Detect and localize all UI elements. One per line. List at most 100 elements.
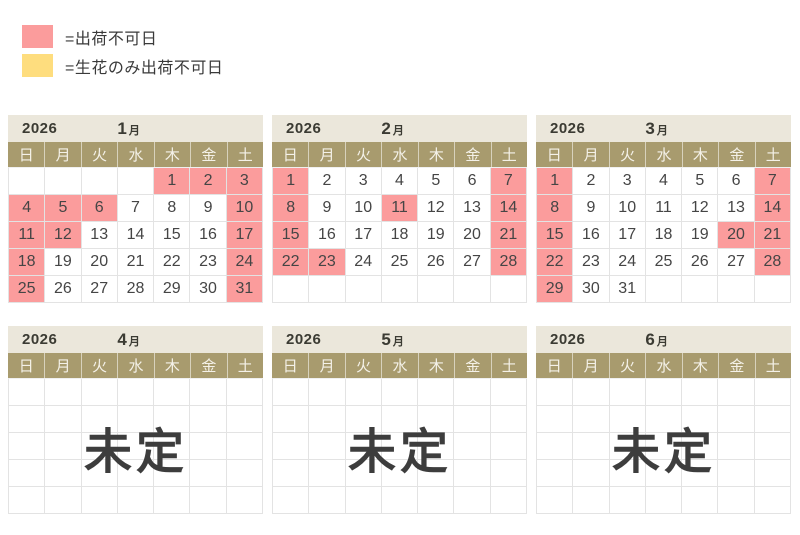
legend: =出荷不可日 =生花のみ出荷不可日 (22, 25, 223, 83)
day-cell-4: 4 (645, 168, 683, 195)
day-cell (190, 460, 227, 487)
calendar-month-6: 2026 6 月 日月火水木金土 未定 (536, 326, 791, 514)
weekday-header-cell: 木 (153, 142, 190, 167)
weekday-header-cell: 水 (117, 142, 153, 167)
calendar-year: 2026 (550, 331, 586, 348)
day-cell-3: 3 (226, 168, 263, 195)
day-cell (117, 460, 155, 487)
day-cell (718, 460, 755, 487)
day-cell (718, 276, 755, 303)
day-cell (381, 379, 419, 406)
day-cell-11: 11 (9, 222, 46, 249)
fresh-only-color-swatch (22, 54, 53, 77)
day-cell-24: 24 (226, 249, 263, 276)
weekday-header-cell: 月 (44, 142, 80, 167)
weekday-header-cell: 火 (80, 142, 117, 167)
day-cell (454, 460, 491, 487)
weekday-header-cell: 火 (80, 353, 117, 378)
day-cell (645, 487, 683, 514)
day-cell-9: 9 (309, 195, 346, 222)
calendar-year: 2026 (22, 331, 58, 348)
day-cell-12: 12 (45, 222, 82, 249)
calendar-month-1: 2026 1 月 日月火水木金土 1 2 3 4 5 6 7 8 9 10 11 12 13 14 15 16… (8, 115, 263, 303)
day-cell-15: 15 (537, 222, 574, 249)
day-cell (9, 406, 46, 433)
day-cell (273, 379, 310, 406)
day-cell (273, 276, 310, 303)
weekday-header-cell: 金 (454, 142, 490, 167)
day-cell (454, 406, 491, 433)
day-cell (117, 168, 155, 195)
day-cell-2: 2 (190, 168, 227, 195)
weekday-header-row: 日月火水木金土 (272, 353, 527, 378)
weekday-header-row: 日月火水木金土 (536, 353, 791, 378)
calendar-title-bar: 2026 1 月 (8, 115, 263, 142)
day-cell-23: 23 (190, 249, 227, 276)
legend-label-fresh-only: =生花のみ出荷不可日 (65, 59, 224, 77)
day-cell (309, 433, 346, 460)
day-cell (345, 276, 382, 303)
day-cell (45, 406, 82, 433)
day-cell (117, 379, 155, 406)
day-cell-19: 19 (682, 222, 719, 249)
day-cell (682, 406, 719, 433)
day-cell-1: 1 (154, 168, 191, 195)
calendar-month-number: 2 (381, 118, 391, 138)
calendar-body: 未定 (8, 378, 263, 514)
no-ship-color-swatch (22, 25, 53, 48)
day-cell-25: 25 (381, 249, 419, 276)
day-cell (309, 406, 346, 433)
day-cell (154, 460, 191, 487)
day-cell (682, 379, 719, 406)
day-cell-20: 20 (454, 222, 491, 249)
weekday-header-row: 日月火水木金土 (272, 142, 527, 167)
day-cell-28: 28 (490, 249, 527, 276)
day-cell-19: 19 (45, 249, 82, 276)
day-cell (718, 406, 755, 433)
day-cell-8: 8 (537, 195, 574, 222)
day-cell-1: 1 (273, 168, 310, 195)
calendar-title-bar: 2026 2 月 (272, 115, 527, 142)
weekday-header-cell: 金 (718, 353, 754, 378)
day-cell-12: 12 (682, 195, 719, 222)
calendar-title-bar: 2026 4 月 (8, 326, 263, 353)
day-cell (273, 487, 310, 514)
weekday-header-cell: 土 (490, 142, 527, 167)
day-cell-12: 12 (418, 195, 455, 222)
day-cell-27: 27 (81, 276, 118, 303)
day-cell-29: 29 (154, 276, 191, 303)
calendar-title-bar: 2026 3 月 (536, 115, 791, 142)
calendar-year: 2026 (286, 120, 322, 137)
weekday-header-cell: 金 (190, 142, 226, 167)
day-cell (754, 460, 791, 487)
day-cell-15: 15 (154, 222, 191, 249)
day-cell-22: 22 (273, 249, 310, 276)
day-cell-9: 9 (190, 195, 227, 222)
day-cell-16: 16 (573, 222, 610, 249)
day-cell-21: 21 (117, 249, 155, 276)
day-cell-2: 2 (573, 168, 610, 195)
day-cell-27: 27 (718, 249, 755, 276)
calendar-body: 未定 (536, 378, 791, 514)
day-cell (682, 276, 719, 303)
day-cell-5: 5 (682, 168, 719, 195)
day-cell (45, 487, 82, 514)
weekday-header-cell: 土 (754, 353, 791, 378)
day-cell-26: 26 (682, 249, 719, 276)
day-cell (9, 487, 46, 514)
day-cell-14: 14 (754, 195, 791, 222)
day-cell (454, 433, 491, 460)
day-cell (718, 487, 755, 514)
day-cell (273, 406, 310, 433)
weekday-header-cell: 土 (226, 142, 263, 167)
day-cell (154, 487, 191, 514)
calendar-month-suffix: 月 (128, 335, 140, 348)
day-cell-7: 7 (754, 168, 791, 195)
day-cell-27: 27 (454, 249, 491, 276)
day-cell (418, 433, 455, 460)
day-cell (81, 487, 118, 514)
day-cell (609, 379, 646, 406)
day-cell (9, 460, 46, 487)
calendar-grid: 2026 1 月 日月火水木金土 1 2 3 4 5 6 7 8 9 10 11 12 13 14 15 16… (8, 115, 791, 514)
day-cell (190, 487, 227, 514)
